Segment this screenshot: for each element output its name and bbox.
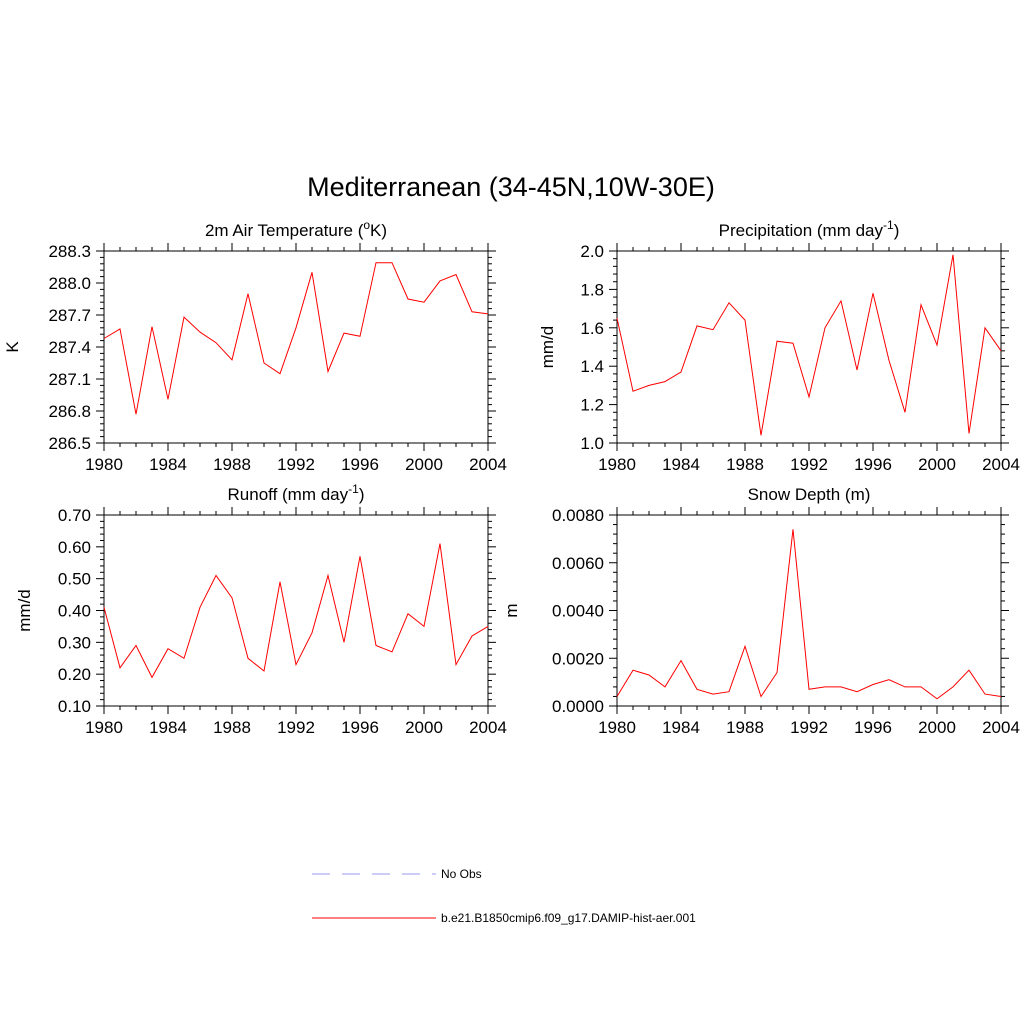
plot-frame <box>103 250 489 444</box>
x-tick-label: 1988 <box>726 718 764 737</box>
y-tick-label: 0.70 <box>58 506 91 525</box>
x-tick-label: 1988 <box>213 455 251 474</box>
y-tick-label: 0.40 <box>58 602 91 621</box>
y-tick-label: 0.0020 <box>552 649 604 668</box>
y-tick-label: 0.30 <box>58 633 91 652</box>
x-tick-label: 1980 <box>598 718 636 737</box>
y-axis-label: mm/d <box>538 326 557 369</box>
x-tick-label: 2000 <box>918 455 956 474</box>
panels-group: 1980 1984 1988 1992 1996 2000 2004 286.5 286.8 28… <box>3 218 1020 737</box>
y-tick-label: 0.20 <box>58 665 91 684</box>
y-tick-label: 0.0060 <box>552 554 604 573</box>
y-tick-label: 2.0 <box>580 242 604 261</box>
legend-label-2: b.e21.B1850cmip6.f09_g17.DAMIP-hist-aer.… <box>441 911 696 925</box>
y-tick-label: 287.7 <box>48 306 91 325</box>
x-tick-label: 2004 <box>982 718 1020 737</box>
y-axis-label: m <box>502 603 521 617</box>
x-tick-label: 1980 <box>85 718 123 737</box>
series-line <box>103 543 489 679</box>
x-tick-label: 1984 <box>149 718 187 737</box>
y-axis-label: mm/d <box>15 589 34 632</box>
y-tick-label: 287.4 <box>48 338 91 357</box>
x-tick-label: 1996 <box>341 718 379 737</box>
plot-frame <box>103 514 489 707</box>
y-tick-label: 1.4 <box>580 357 604 376</box>
panel-2: 1980 1984 1988 1992 1996 2000 2004 1.0 1.2 1.4 1.6… <box>538 218 1020 474</box>
x-tick-label: 1988 <box>726 455 764 474</box>
panel-title: 2m Air Temperature (oK) <box>205 218 387 240</box>
legend-label-1: No Obs <box>441 867 482 881</box>
plot-frame <box>616 250 1002 444</box>
y-tick-label: 0.50 <box>58 570 91 589</box>
figure-title: Mediterranean (34-45N,10W-30E) <box>307 172 715 202</box>
x-tick-label: 1988 <box>213 718 251 737</box>
x-tick-label: 1992 <box>790 455 828 474</box>
x-tick-label: 1980 <box>85 455 123 474</box>
y-tick-label: 288.3 <box>48 242 91 261</box>
series-line <box>103 262 489 415</box>
x-tick-label: 1996 <box>854 455 892 474</box>
x-tick-label: 1992 <box>277 455 315 474</box>
y-tick-label: 1.8 <box>580 280 604 299</box>
x-tick-label: 1984 <box>662 718 700 737</box>
y-tick-label: 0.0080 <box>552 506 604 525</box>
y-tick-label: 1.0 <box>580 434 604 453</box>
panel-4: 1980 1984 1988 1992 1996 2000 2004 0.0000 0.0020… <box>502 485 1020 737</box>
legend: No Obs b.e21.B1850cmip6.f09_g17.DAMIP-his… <box>312 867 696 925</box>
x-tick-label: 2004 <box>469 455 507 474</box>
x-tick-label: 1996 <box>341 455 379 474</box>
y-tick-label: 287.1 <box>48 370 91 389</box>
x-tick-label: 1984 <box>662 455 700 474</box>
series-line <box>616 254 1002 436</box>
panel-1: 1980 1984 1988 1992 1996 2000 2004 286.5 286.8 28… <box>3 218 507 474</box>
x-tick-label: 2000 <box>918 718 956 737</box>
y-tick-label: 0.0000 <box>552 697 604 716</box>
panel-title: Precipitation (mm day-1) <box>719 218 900 240</box>
y-tick-label: 0.10 <box>58 697 91 716</box>
x-tick-label: 2000 <box>405 718 443 737</box>
y-tick-label: 286.5 <box>48 434 91 453</box>
plot-frame <box>616 514 1002 707</box>
x-tick-label: 2004 <box>469 718 507 737</box>
panel-3: 1980 1984 1988 1992 1996 2000 2004 0.10 0.20 0.30… <box>15 482 507 737</box>
x-tick-label: 2004 <box>982 455 1020 474</box>
x-tick-label: 1984 <box>149 455 187 474</box>
y-tick-label: 1.2 <box>580 396 604 415</box>
y-tick-label: 1.6 <box>580 319 604 338</box>
y-tick-label: 286.8 <box>48 402 91 421</box>
x-tick-label: 1992 <box>277 718 315 737</box>
x-tick-label: 1996 <box>854 718 892 737</box>
series-line <box>616 529 1002 700</box>
panel-title: Snow Depth (m) <box>748 485 871 504</box>
x-tick-label: 1992 <box>790 718 828 737</box>
panel-title: Runoff (mm day-1) <box>228 482 365 504</box>
y-axis-label: K <box>3 341 22 353</box>
y-tick-label: 288.0 <box>48 274 91 293</box>
x-tick-label: 2000 <box>405 455 443 474</box>
y-tick-label: 0.0040 <box>552 602 604 621</box>
x-tick-label: 1980 <box>598 455 636 474</box>
y-tick-label: 0.60 <box>58 538 91 557</box>
